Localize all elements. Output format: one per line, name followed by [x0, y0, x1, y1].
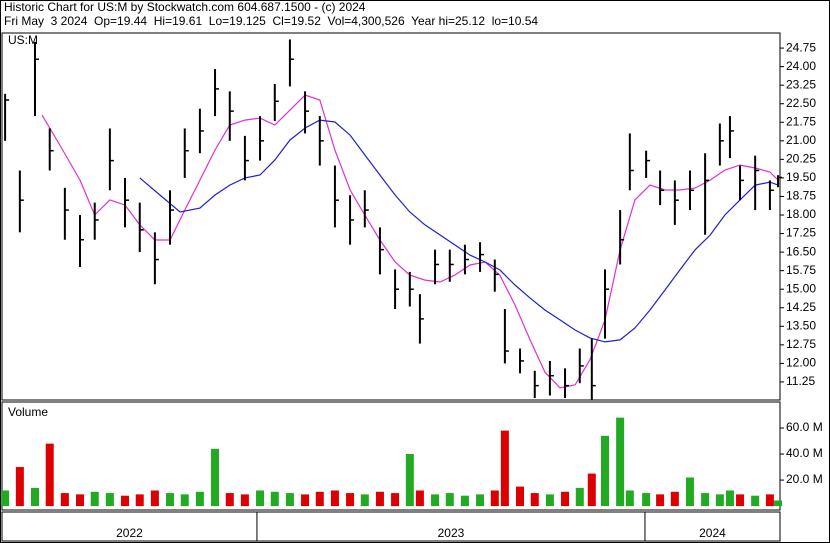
volume-bar: [685, 477, 694, 507]
volume-bar: [500, 430, 509, 507]
volume-bar: [150, 490, 159, 507]
volume-tick-label: 60.0 M: [786, 420, 823, 434]
volume-bar: [616, 417, 625, 507]
y-tick-label: 18.00: [786, 207, 816, 221]
volume-bar: [575, 487, 584, 507]
y-tick-label: 15.00: [786, 281, 816, 295]
volume-bar: [405, 454, 414, 507]
volume-bar: [545, 494, 554, 507]
y-tick-label: 18.75: [786, 189, 816, 203]
volume-bar: [240, 494, 249, 507]
volume-bar: [561, 491, 570, 507]
volume-bar: [135, 494, 144, 507]
volume-bar: [670, 491, 679, 507]
y-tick-label: 13.50: [786, 318, 816, 332]
y-tick-label: 19.50: [786, 170, 816, 184]
volume-bar: [256, 490, 265, 507]
volume-bar: [725, 490, 734, 507]
volume-bar: [460, 495, 469, 507]
y-tick-label: 17.25: [786, 226, 816, 240]
volume-panel: [1, 401, 781, 511]
y-tick-label: 21.00: [786, 133, 816, 147]
volume-bar: [121, 495, 130, 507]
y-tick-label: 21.75: [786, 114, 816, 128]
volume-bar: [490, 490, 499, 507]
volume-bar: [774, 500, 783, 507]
volume-tick-label: 40.0 M: [786, 446, 823, 460]
y-tick-label: 12.00: [786, 356, 816, 370]
volume-bar: [415, 490, 424, 507]
volume-bar: [656, 494, 665, 507]
volume-bar: [270, 491, 279, 507]
volume-bar: [765, 494, 774, 507]
volume-bar: [285, 493, 294, 507]
y-tick-label: 14.25: [786, 300, 816, 314]
volume-bar: [530, 493, 539, 507]
volume-bar: [600, 435, 609, 507]
y-tick-label: 11.25: [786, 374, 815, 388]
volume-bar: [751, 495, 760, 507]
volume-bar: [301, 494, 310, 507]
y-tick-label: 22.50: [786, 96, 816, 110]
year-label: 2024: [699, 526, 726, 540]
chart-subtitle: Fri May 3 2024 Op=19.44 Hi=19.61 Lo=19.1…: [4, 14, 538, 28]
volume-bar: [625, 490, 634, 507]
date-axis: [1, 511, 781, 542]
volume-tick-label: 20.0 M: [786, 472, 823, 486]
y-tick-label: 20.25: [786, 152, 816, 166]
volume-bar: [195, 491, 204, 507]
volume-bar: [1, 490, 10, 507]
volume-bar: [391, 493, 400, 507]
volume-bar: [75, 494, 84, 507]
volume-bar: [431, 494, 440, 507]
y-tick-label: 24.75: [786, 40, 816, 54]
year-label: 2022: [116, 526, 143, 540]
y-tick-label: 12.75: [786, 337, 816, 351]
volume-bar: [30, 487, 39, 507]
moving-average: [41, 94, 779, 389]
chart-title: Historic Chart for US:M by Stockwatch.co…: [4, 0, 366, 14]
y-tick-label: 23.25: [786, 77, 816, 91]
volume-label: Volume: [8, 405, 48, 419]
volume-bar: [736, 494, 745, 507]
volume-bar: [445, 493, 454, 507]
volume-bar: [715, 494, 724, 507]
year-label: 2023: [438, 526, 465, 540]
volume-bar: [225, 493, 234, 507]
volume-bar: [15, 467, 24, 507]
volume-bar: [375, 491, 384, 507]
volume-bar: [360, 494, 369, 507]
moving-average: [139, 119, 779, 343]
volume-bar: [701, 493, 710, 507]
volume-bar: [330, 490, 339, 507]
volume-bar: [166, 493, 175, 507]
volume-bar: [642, 493, 651, 507]
volume-bar: [516, 486, 525, 507]
y-tick-label: 15.75: [786, 263, 816, 277]
volume-bar: [346, 493, 355, 507]
volume-bar: [587, 473, 596, 507]
volume-bar: [315, 491, 324, 507]
volume-bar: [476, 494, 485, 507]
volume-bar: [211, 448, 220, 507]
volume-bar: [60, 493, 69, 507]
price-panel: [1, 32, 781, 401]
volume-bar: [45, 443, 54, 507]
volume-bar: [90, 491, 99, 507]
volume-bar: [105, 493, 114, 507]
y-tick-label: 24.00: [786, 59, 816, 73]
volume-bar: [180, 494, 189, 507]
y-tick-label: 16.50: [786, 244, 816, 258]
symbol-label: US:M: [8, 33, 38, 47]
